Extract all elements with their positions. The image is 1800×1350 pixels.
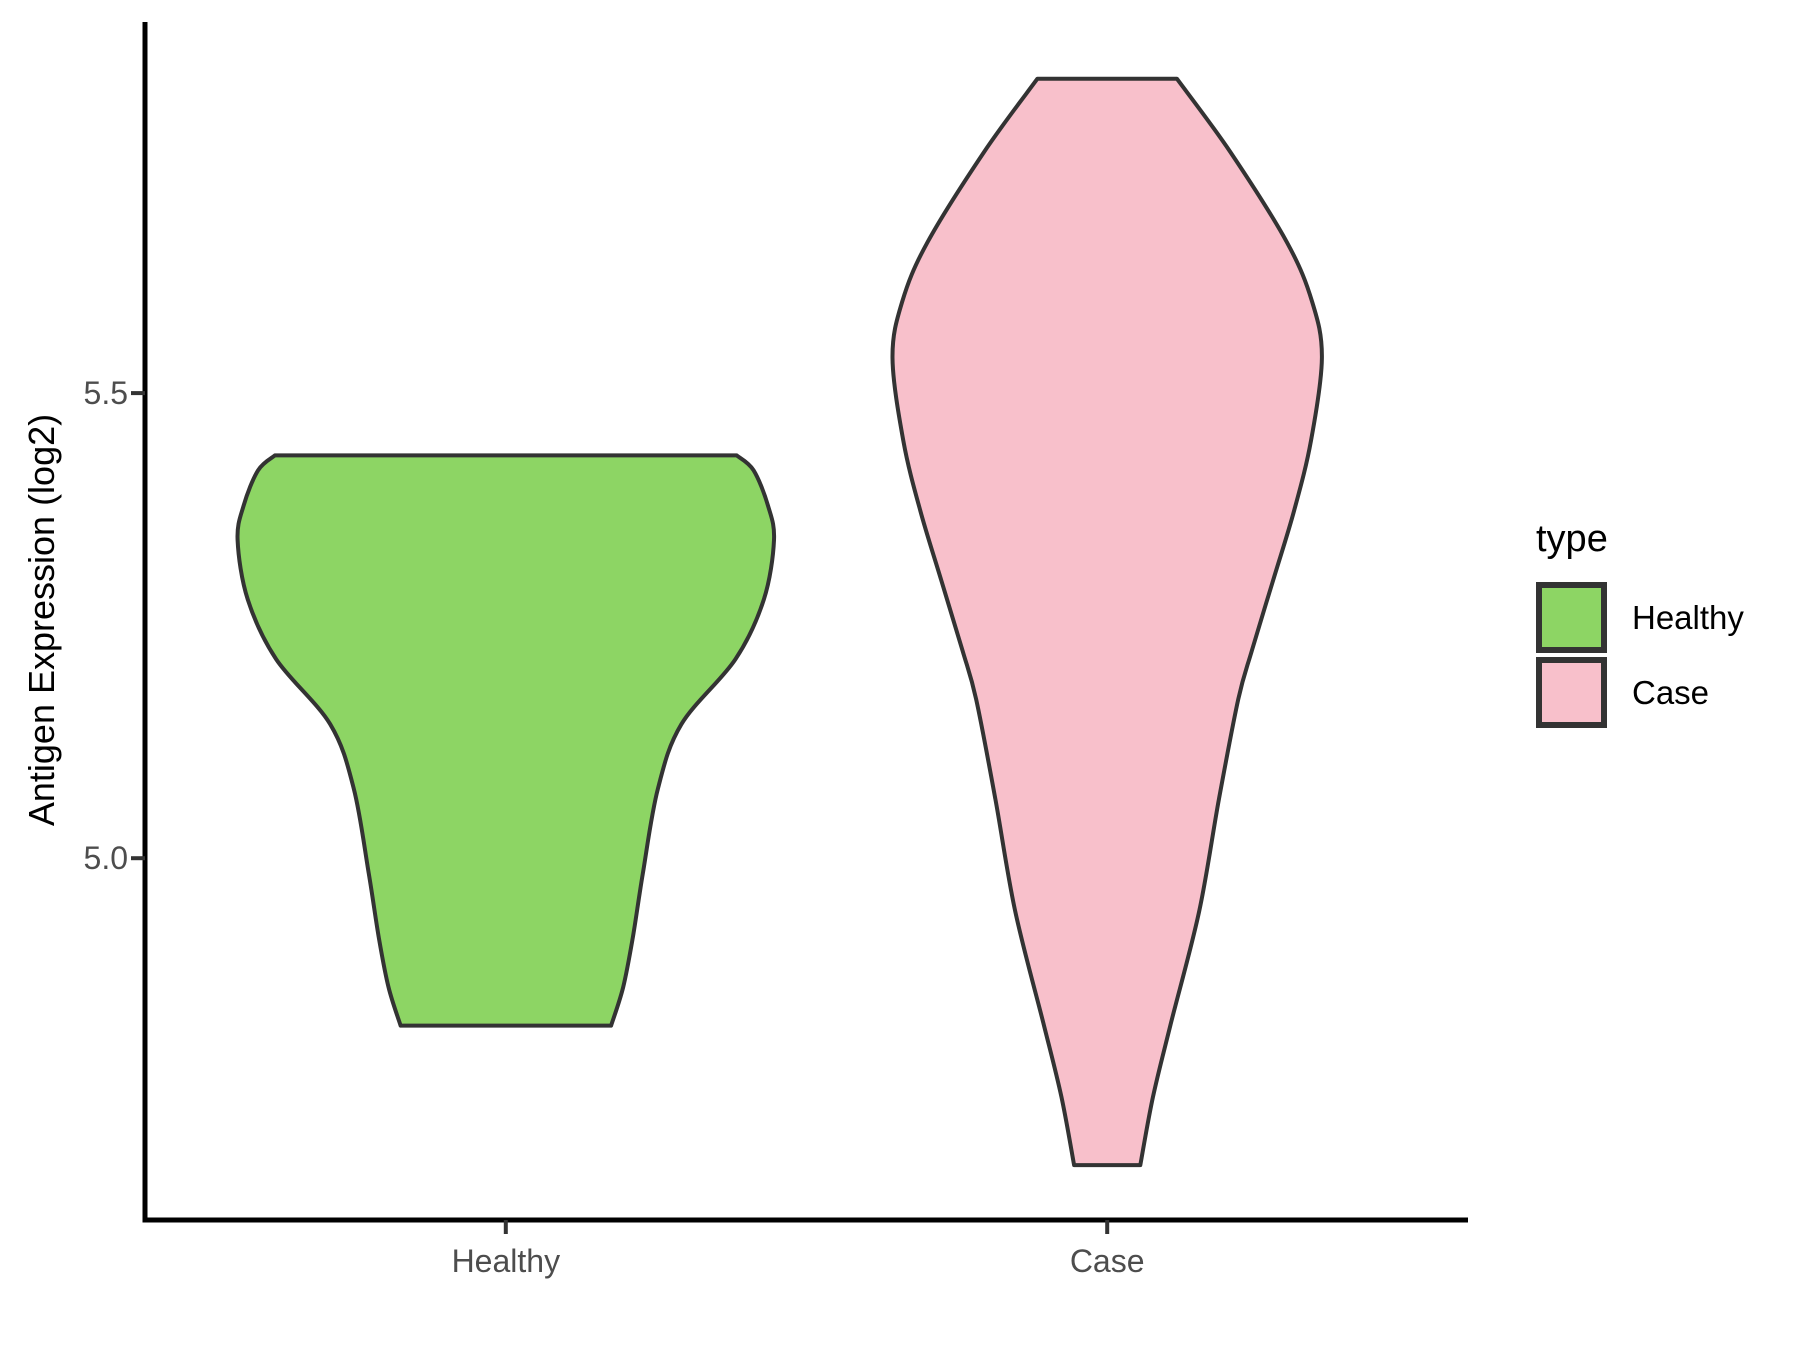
legend-entry-case: Case [1536,657,1744,728]
y-axis-title: Antigen Expression (log2) [21,413,62,827]
x-tick-label-healthy: Healthy [451,1243,561,1279]
legend-label-healthy: Healthy [1632,598,1744,636]
legend-entry-healthy: Healthy [1536,582,1744,653]
legend-rows: Healthy Case [1536,582,1744,728]
violin-healthy [235,453,777,1028]
y-tick-label-5-5: 5.5 [83,375,128,412]
y-tick-label-5-0: 5.0 [83,840,128,877]
legend-label-case: Case [1632,673,1710,711]
violin-case [890,76,1324,1168]
legend: type Healthy Case [1536,518,1744,732]
legend-title: type [1536,518,1608,560]
legend-key-swatch-case [1536,657,1607,728]
x-tick-label-case: Case [1069,1243,1145,1279]
legend-key-swatch-healthy [1536,582,1607,653]
